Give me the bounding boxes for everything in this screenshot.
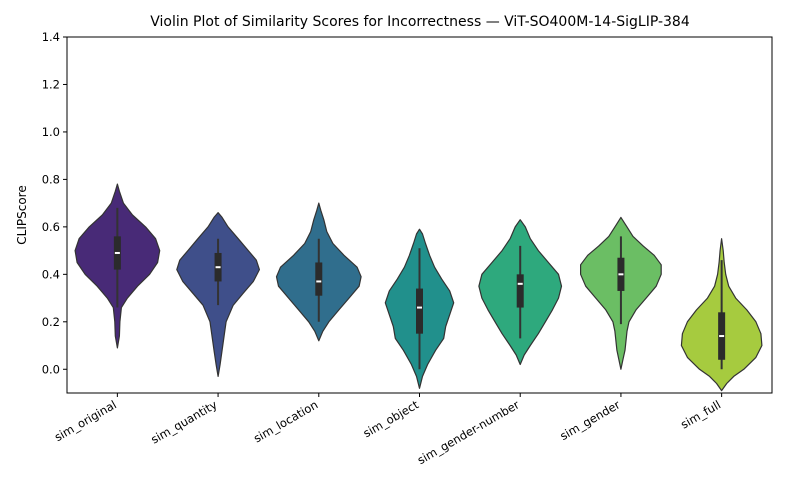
x-tick-label: sim_quantity [148, 397, 219, 446]
chart-title: Violin Plot of Similarity Scores for Inc… [150, 14, 690, 30]
y-tick-label: 0.2 [42, 315, 60, 329]
y-tick-label: 1.4 [42, 30, 60, 44]
x-tick-label: sim_gender [557, 397, 622, 443]
iqr-box-sim_object [416, 288, 423, 334]
x-tick-label: sim_object [361, 397, 422, 440]
y-axis-label: CLIPScore [15, 185, 29, 244]
x-tick-label: sim_gender-number [415, 397, 522, 467]
y-axis: 0.0 0.2 0.4 0.6 0.8 1.0 1.2 1.4 [42, 30, 67, 376]
y-tick-label: 0.0 [42, 362, 60, 376]
plot-area [74, 183, 763, 392]
y-tick-label: 1.0 [42, 125, 60, 139]
y-tick-label: 1.2 [42, 77, 60, 91]
y-tick-label: 0.6 [42, 220, 60, 234]
x-tick-label: sim_original [52, 397, 119, 444]
y-tick-label: 0.4 [42, 267, 60, 281]
iqr-box-sim_gender-number [516, 274, 524, 308]
iqr-box-sim_location [315, 262, 323, 296]
x-axis: sim_original sim_quantity sim_location sim_… [52, 393, 723, 467]
x-tick-label: sim_full [678, 397, 723, 431]
y-tick-label: 0.8 [42, 172, 60, 186]
x-tick-label: sim_location [251, 397, 320, 445]
